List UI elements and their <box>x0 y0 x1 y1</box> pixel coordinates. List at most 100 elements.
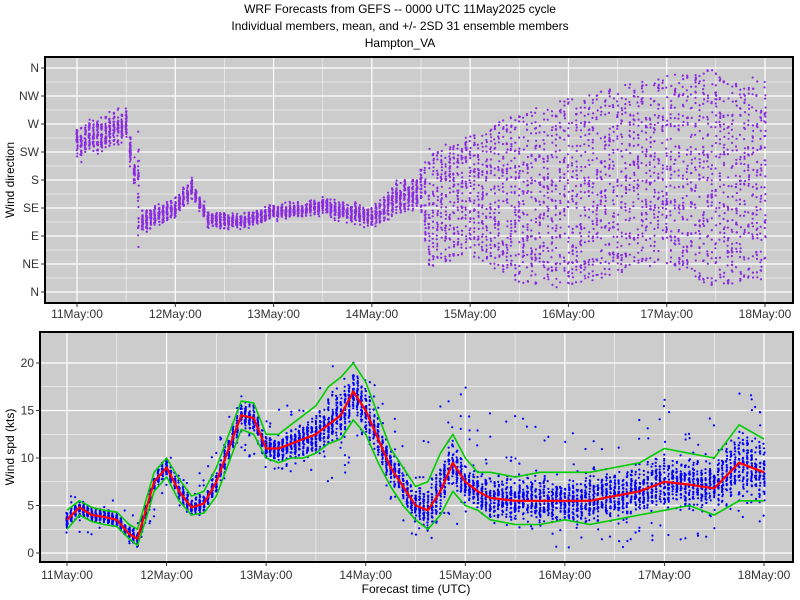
direction-point <box>611 104 615 107</box>
direction-point <box>559 226 562 229</box>
direction-point <box>570 121 574 124</box>
direction-point <box>80 143 83 146</box>
direction-point <box>493 267 496 270</box>
direction-point <box>362 221 366 224</box>
direction-point <box>100 128 103 131</box>
direction-point <box>722 205 726 208</box>
direction-point <box>711 189 714 192</box>
direction-point <box>194 188 197 191</box>
direction-point <box>477 235 480 238</box>
direction-point <box>96 125 99 128</box>
direction-point <box>645 200 648 203</box>
direction-point <box>649 257 652 260</box>
direction-point <box>665 86 668 89</box>
direction-point <box>259 219 263 222</box>
direction-point <box>505 246 508 249</box>
direction-point <box>514 264 517 267</box>
direction-point <box>443 239 447 242</box>
direction-point <box>125 120 128 123</box>
direction-point <box>539 203 542 206</box>
direction-point <box>260 215 263 218</box>
direction-point <box>624 206 627 209</box>
direction-point <box>476 143 479 146</box>
direction-point <box>698 129 701 133</box>
direction-point <box>161 213 164 216</box>
direction-point <box>473 171 476 174</box>
direction-point <box>75 149 78 152</box>
direction-point <box>497 199 500 202</box>
direction-point <box>120 118 123 121</box>
direction-point <box>141 220 144 223</box>
direction-point <box>494 256 497 259</box>
direction-point <box>390 202 394 205</box>
direction-point <box>157 203 160 206</box>
direction-point <box>591 101 594 104</box>
direction-point <box>690 162 693 165</box>
direction-point <box>436 189 439 192</box>
direction-point <box>645 84 648 87</box>
direction-point <box>436 186 439 189</box>
direction-point <box>439 212 442 215</box>
direction-point <box>616 194 619 198</box>
direction-point <box>645 179 648 182</box>
direction-point <box>477 172 480 175</box>
direction-point <box>510 143 513 146</box>
direction-point <box>497 185 500 188</box>
direction-point <box>435 169 439 172</box>
direction-point <box>628 219 631 222</box>
direction-point <box>641 235 644 238</box>
direction-point <box>337 206 340 209</box>
direction-point <box>665 199 668 202</box>
direction-point <box>715 155 718 158</box>
direction-point <box>616 100 619 103</box>
direction-point <box>104 146 107 149</box>
direction-point <box>485 225 488 228</box>
direction-point <box>644 153 647 156</box>
direction-point <box>100 145 103 149</box>
direction-point <box>665 214 668 217</box>
direction-point <box>641 232 644 235</box>
direction-point <box>518 147 521 150</box>
direction-point <box>472 134 476 137</box>
direction-point <box>149 227 152 230</box>
direction-point <box>427 195 430 198</box>
direction-point <box>489 231 492 234</box>
direction-point <box>399 193 402 196</box>
direction-point <box>567 275 571 278</box>
direction-point <box>694 253 697 256</box>
direction-point <box>616 184 619 187</box>
direction-point <box>583 191 586 194</box>
direction-point <box>674 87 677 90</box>
direction-point <box>690 158 694 161</box>
direction-point <box>608 182 612 185</box>
direction-point <box>461 179 464 182</box>
direction-point <box>473 227 476 230</box>
direction-point <box>112 134 115 137</box>
direction-point <box>661 141 664 145</box>
direction-point <box>624 103 627 106</box>
direction-point <box>554 150 557 153</box>
direction-point <box>681 177 684 180</box>
direction-point <box>665 216 668 219</box>
direction-point <box>714 91 718 94</box>
direction-point <box>84 142 87 145</box>
direction-point <box>620 231 623 234</box>
direction-point <box>555 262 558 265</box>
direction-point <box>681 251 684 254</box>
direction-point <box>681 174 685 177</box>
direction-point <box>661 87 665 90</box>
direction-point <box>232 218 235 221</box>
direction-point <box>653 179 656 182</box>
direction-point <box>497 206 500 209</box>
direction-point <box>620 270 623 274</box>
direction-point <box>522 203 525 206</box>
direction-point <box>727 97 730 100</box>
direction-point <box>567 144 570 147</box>
direction-point <box>378 205 381 208</box>
direction-point <box>718 138 722 141</box>
direction-point <box>227 228 230 231</box>
direction-point <box>502 135 505 138</box>
direction-point <box>707 96 710 100</box>
direction-point <box>411 209 414 212</box>
direction-point <box>494 201 497 204</box>
